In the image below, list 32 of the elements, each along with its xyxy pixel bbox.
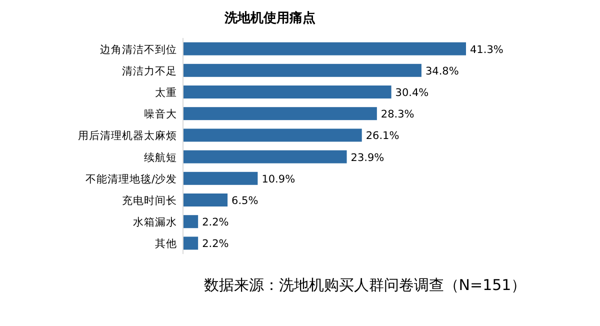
data-label: 34.8%	[425, 65, 459, 78]
bar	[183, 215, 198, 228]
bar	[183, 236, 198, 250]
y-tick-label: 其他	[155, 237, 177, 250]
bar	[183, 86, 392, 98]
y-tick-label: 边角清洁不到位	[100, 42, 177, 56]
y-tick-label: 充电时间长	[122, 194, 177, 207]
data-label: 2.2%	[202, 216, 229, 229]
y-tick-label: 用后清理机器太麻烦	[78, 129, 177, 142]
y-tick-label: 续航短	[144, 150, 177, 164]
data-label: 26.1%	[366, 130, 400, 142]
bar	[183, 107, 377, 120]
bar	[183, 172, 258, 185]
data-label: 10.9%	[262, 173, 296, 186]
data-label: 6.5%	[232, 195, 258, 207]
data-label: 2.2%	[202, 238, 229, 250]
bar	[183, 194, 228, 206]
bar	[183, 150, 347, 164]
data-label: 30.4%	[395, 87, 429, 99]
source-note: 数据来源：洗地机购买人群问卷调查（N=151）	[204, 276, 526, 294]
y-tick-label: 太重	[155, 86, 177, 99]
y-tick-label: 清洁力不足	[122, 64, 177, 78]
y-tick-label: 噪音大	[144, 108, 177, 121]
data-label: 28.3%	[380, 108, 414, 121]
chart-title: 洗地机使用痛点	[224, 10, 316, 26]
bar	[183, 42, 466, 56]
y-tick-label: 不能清理地毯/沙发	[85, 172, 177, 186]
data-label: 23.9%	[350, 152, 384, 164]
y-tick-label: 水箱漏水	[133, 216, 177, 229]
bar	[183, 64, 422, 77]
data-label: 41.3%	[470, 44, 504, 56]
bar	[183, 128, 362, 142]
